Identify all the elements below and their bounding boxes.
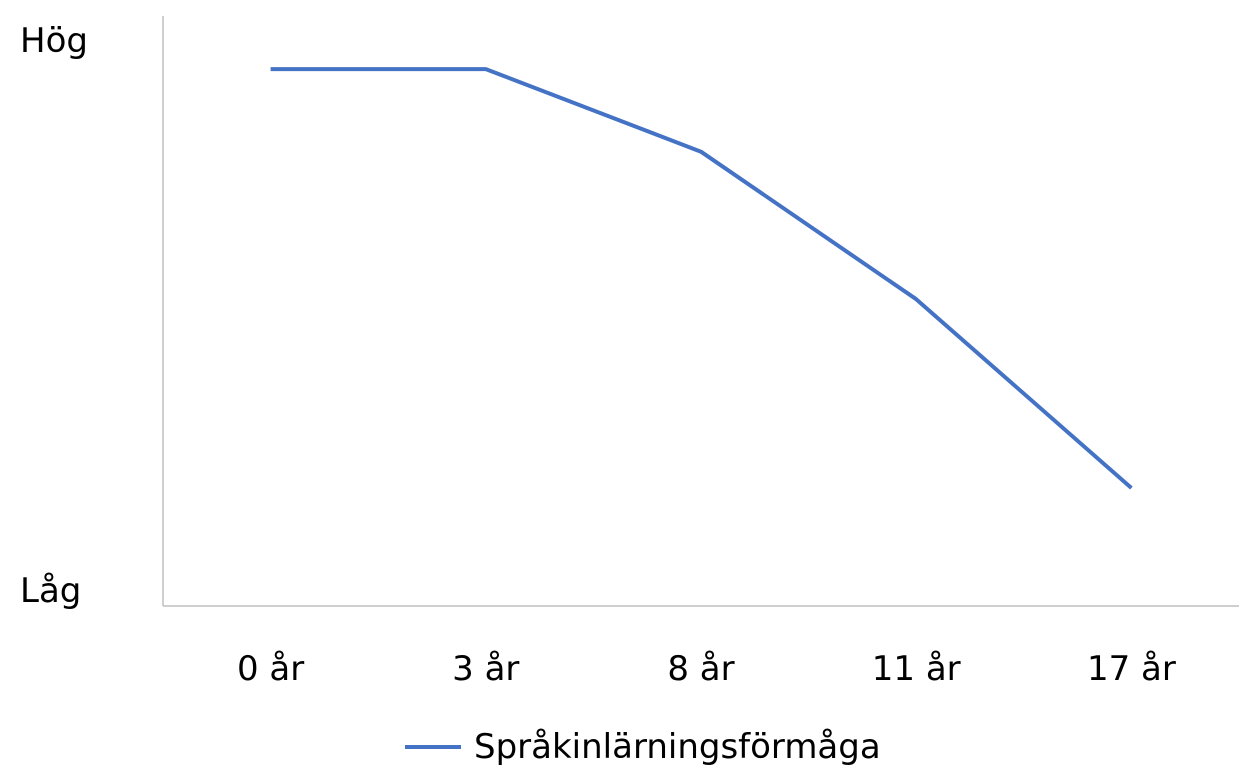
x-tick-label: 11 år — [872, 649, 961, 689]
x-tick-label: 8 år — [667, 649, 734, 689]
legend-label: Språkinlärningsförmåga — [474, 727, 881, 767]
x-tick-label: 0 år — [237, 649, 304, 689]
x-tick-labels: 0 år 3 år 8 år 11 år 17 år — [237, 649, 1176, 689]
legend: Språkinlärningsförmåga — [405, 727, 881, 767]
y-label-high: Hög — [20, 21, 88, 61]
series-line — [270, 67, 1133, 490]
x-tick-label: 17 år — [1087, 649, 1176, 689]
x-tick-label: 3 år — [452, 649, 519, 689]
series-lines — [270, 67, 1133, 490]
y-label-low: Låg — [20, 571, 81, 611]
